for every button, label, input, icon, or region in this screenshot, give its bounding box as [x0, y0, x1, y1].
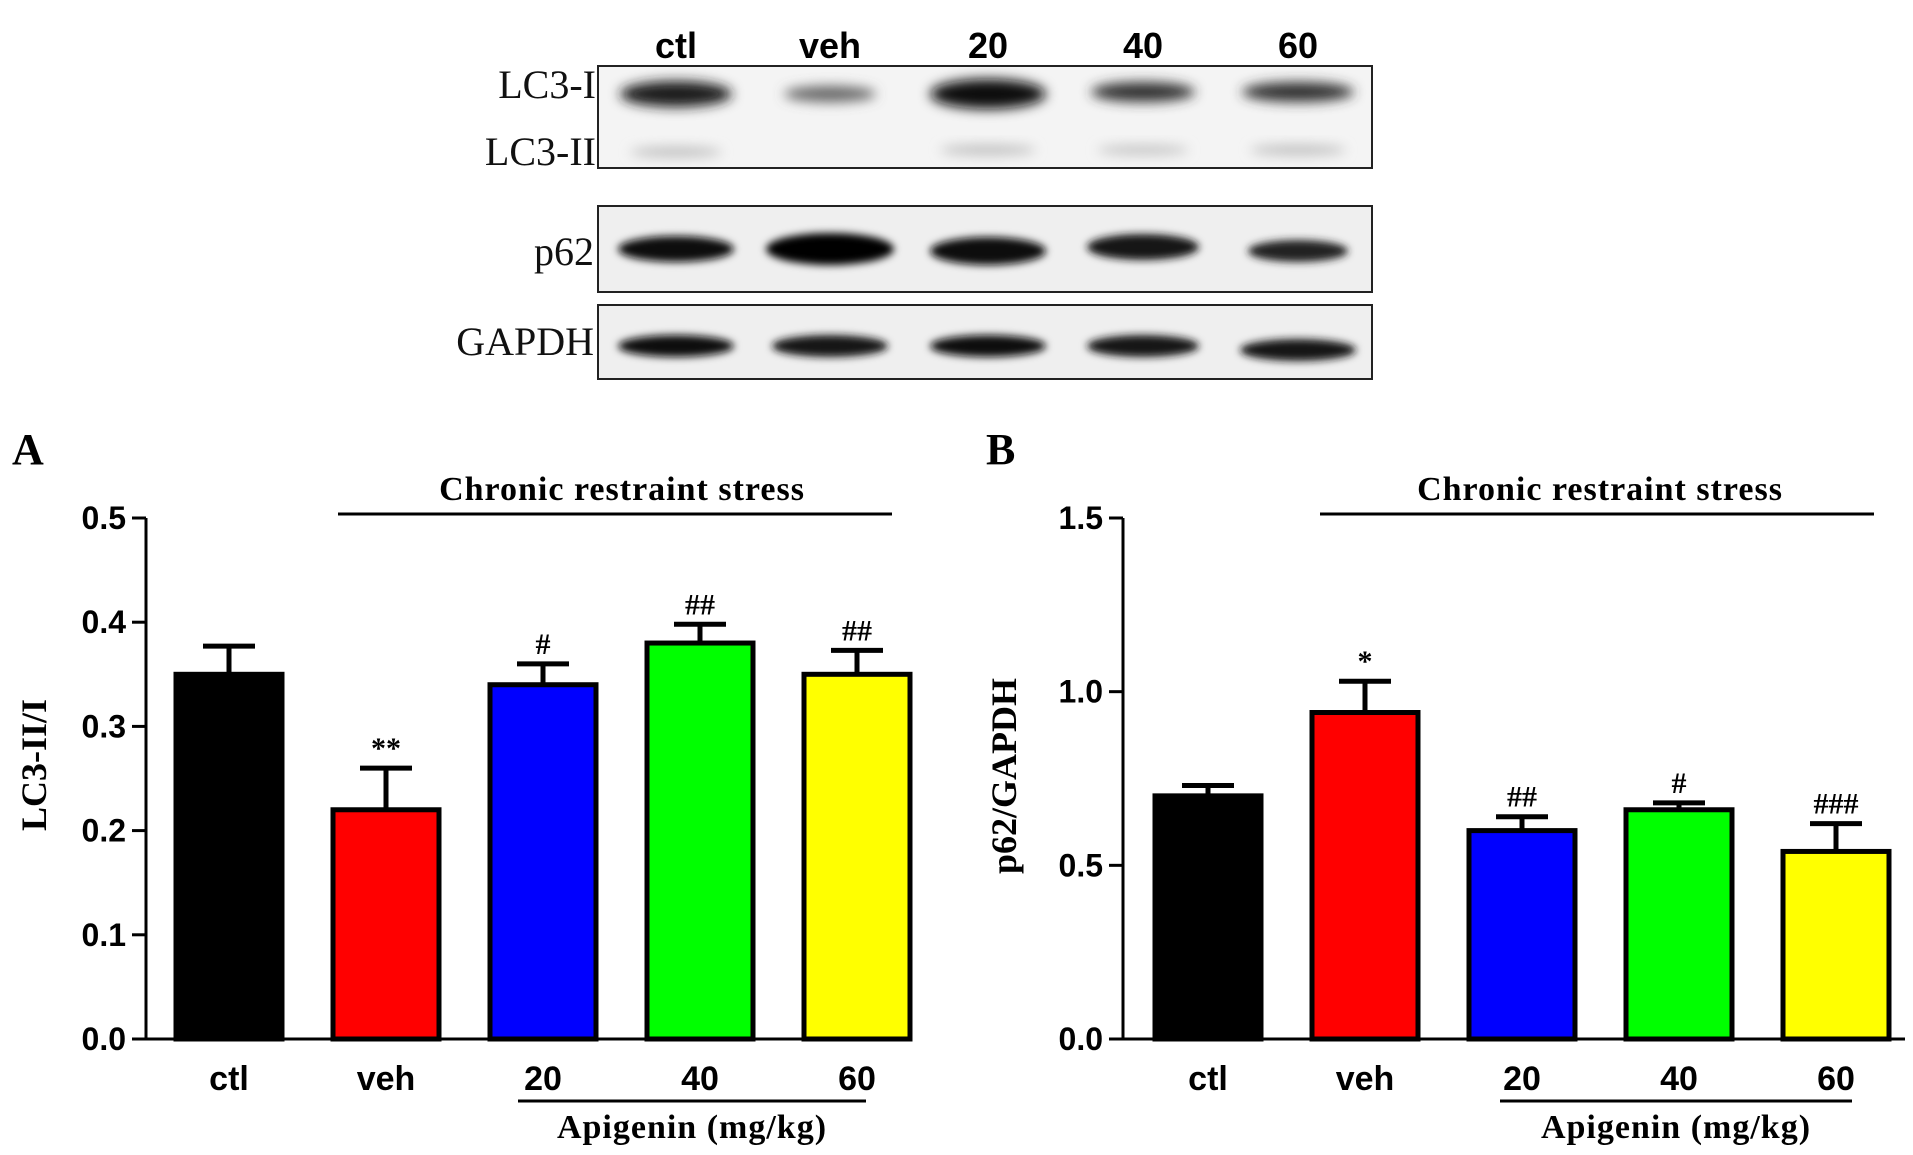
- panel-b-errorbar-ctl: [1182, 782, 1234, 796]
- panel-a-significance-60: ##: [842, 614, 872, 647]
- p62-bands: [618, 233, 1348, 265]
- panel-b-bar-ctl: [1152, 793, 1264, 1042]
- panel-b-category-label-60: 60: [1817, 1060, 1855, 1098]
- lane-label-ctl: ctl: [655, 25, 697, 66]
- panel-a-significance-20: #: [536, 628, 551, 661]
- lc3-ii-bands: [630, 145, 1346, 157]
- panel-b-errorbar-20: [1496, 814, 1548, 831]
- panel-b-letter: B: [986, 425, 1015, 474]
- panel-b-y-tick-label: 1.5: [1059, 500, 1103, 536]
- panel-b-category-label-40: 40: [1660, 1060, 1698, 1098]
- panel-a-letter: A: [12, 425, 44, 474]
- western-blot: ctl veh 20 40 60 LC3-I LC3-II p62 GAPDH: [456, 25, 1373, 380]
- panel-b-errorbar-40: [1653, 800, 1705, 810]
- panel-a-category-label-20: 20: [524, 1060, 562, 1098]
- panel-b-category-label-20: 20: [1503, 1060, 1541, 1098]
- panel-b-significance-veh: *: [1358, 645, 1373, 678]
- band-label-p62: p62: [534, 229, 594, 274]
- panel-b-chart: B Chronic restraint stress p62/GAPDH 0.0…: [984, 425, 1905, 1146]
- panel-a-bar-ctl: [173, 671, 285, 1042]
- panel-a-chart: A Chronic restraint stress LC3-II/I 0.0 0…: [12, 425, 913, 1146]
- lc3-i-bands: [620, 79, 1354, 109]
- panel-a-category-label-veh: veh: [357, 1060, 416, 1098]
- panel-b-bar-60: [1780, 848, 1892, 1042]
- band-label-lc3-i: LC3-I: [498, 62, 596, 107]
- panel-a-y-tick-label: 0.5: [82, 500, 126, 536]
- lane-label-60: 60: [1278, 25, 1318, 66]
- panel-a-bar-60: [801, 671, 913, 1042]
- panel-a-group-label: Chronic restraint stress: [439, 471, 805, 508]
- panel-a-category-label-ctl: ctl: [209, 1060, 249, 1098]
- panel-a-y-tick-label: 0.0: [82, 1021, 126, 1057]
- panel-a-y-tick-label: 0.3: [82, 708, 126, 744]
- panel-a-y-tick-label: 0.1: [82, 917, 126, 953]
- panel-a-dose-label: Apigenin (mg/kg): [557, 1109, 827, 1146]
- panel-a-bar-veh: [330, 807, 442, 1042]
- panel-a-category-label-40: 40: [681, 1060, 719, 1098]
- panel-a-y-tick-label: 0.4: [82, 604, 127, 640]
- panel-a-bar-40: [644, 640, 756, 1042]
- panel-a-errorbar-60: [831, 647, 883, 675]
- panel-a-significance-40: ##: [685, 588, 715, 621]
- gapdh-bands: [618, 335, 1356, 361]
- panel-a-significance-veh: **: [371, 732, 401, 765]
- panel-b-dose-label: Apigenin (mg/kg): [1541, 1109, 1811, 1146]
- panel-b-group-label: Chronic restraint stress: [1417, 471, 1783, 508]
- panel-b-category-label-ctl: ctl: [1188, 1060, 1228, 1098]
- lane-label-40: 40: [1123, 25, 1163, 66]
- panel-b-significance-60: ###: [1814, 788, 1859, 821]
- panel-b-bar-veh: [1309, 710, 1421, 1042]
- panel-a-bar-20: [487, 682, 599, 1042]
- panel-a-errorbar-20: [517, 661, 569, 685]
- panel-b-y-tick-label: 1.0: [1059, 674, 1103, 710]
- panel-a-category-label-60: 60: [838, 1060, 876, 1098]
- panel-b-errorbar-veh: [1339, 678, 1391, 713]
- band-label-lc3-ii: LC3-II: [485, 129, 596, 174]
- panel-b-y-axis-title: p62/GAPDH: [984, 678, 1024, 874]
- panel-b-errorbar-60: [1810, 821, 1862, 852]
- panel-b-bar-20: [1466, 828, 1578, 1042]
- panel-b-bar-40: [1623, 807, 1735, 1042]
- panel-b-y-tick-label: 0.0: [1059, 1021, 1103, 1057]
- panel-b-significance-40: #: [1672, 767, 1687, 800]
- panel-b-significance-20: ##: [1507, 781, 1537, 814]
- panel-a-errorbar-40: [674, 621, 726, 644]
- panel-a-y-axis-title: LC3-II/I: [14, 699, 54, 831]
- panel-a-y-tick-label: 0.2: [82, 813, 126, 849]
- panel-a-errorbar-veh: [360, 765, 412, 810]
- lane-label-20: 20: [968, 25, 1008, 66]
- lane-label-veh: veh: [799, 25, 861, 66]
- panel-a-errorbar-ctl: [203, 643, 255, 675]
- panel-b-category-label-veh: veh: [1336, 1060, 1395, 1098]
- panel-b-y-tick-label: 0.5: [1059, 847, 1103, 883]
- band-label-gapdh: GAPDH: [456, 319, 594, 364]
